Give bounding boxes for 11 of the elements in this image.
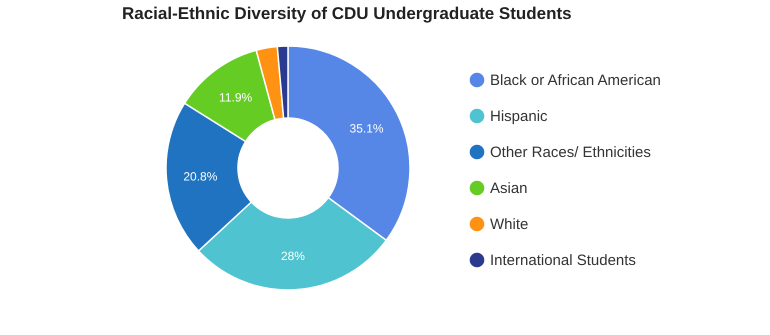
legend-label: Asian — [490, 180, 528, 197]
data-label: 35.1% — [350, 121, 384, 136]
legend-label: White — [490, 216, 528, 233]
data-label: 20.8% — [183, 169, 218, 184]
legend-label: Hispanic — [490, 108, 548, 125]
legend-label: Other Races/ Ethnicities — [490, 144, 651, 161]
data-label: 28% — [280, 248, 306, 263]
legend-label: Black or African American — [490, 72, 661, 89]
legend-label: International Students — [490, 252, 636, 269]
chart-title: Racial-Ethnic Diversity of CDU Undergraduate Students — [122, 4, 572, 23]
data-label: 11.9% — [219, 90, 252, 104]
